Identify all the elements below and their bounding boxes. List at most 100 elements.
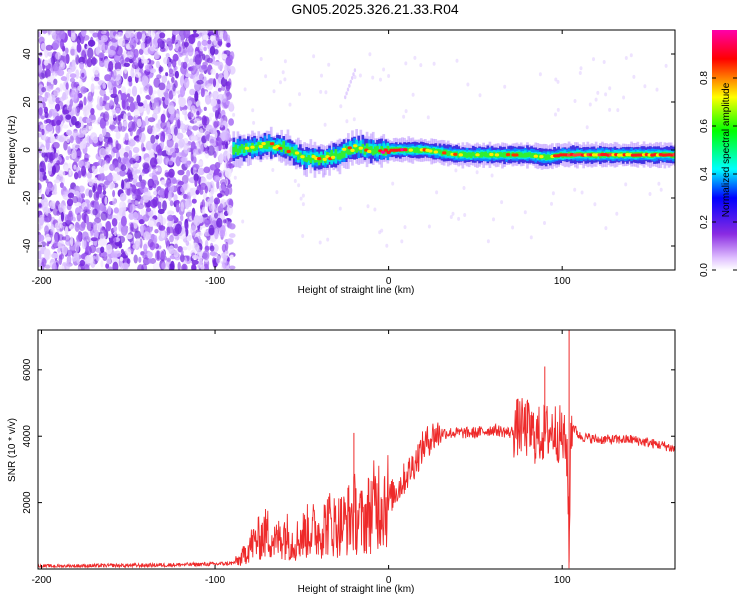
heatmap-noise-cell [215,35,220,42]
heatmap-noise-cell [51,165,57,175]
heatmap-noise-cell [41,193,45,200]
heatmap-band-cell [524,152,527,158]
heatmap-noise-cell [226,42,231,48]
heatmap-noise-cell [209,138,215,144]
heatmap-band-cell [499,151,502,157]
heatmap-noise-cell [38,240,42,249]
heatmap-noise-cell [120,215,127,227]
x-tick-label: 0 [386,276,392,287]
heatmap-band-cell [240,144,244,150]
heatmap-noise-cell [194,90,199,102]
heatmap-noise-cell [225,141,229,149]
heatmap-noise-cell [228,265,236,270]
y-tick-label: -20 [22,190,33,205]
heatmap-noise-cell [119,170,126,177]
heatmap-band-cell [255,144,258,151]
heatmap-noise-cell [172,83,176,92]
heatmap-noise-cell [180,186,184,193]
heatmap-noise-cell [109,182,114,190]
heatmap-noise-cell [57,240,65,249]
heatmap-sparse-cell [659,187,663,192]
heatmap-sparse-cell [556,79,560,84]
heatmap-noise-cell [131,193,137,200]
heatmap-noise-cell [166,121,171,128]
heatmap-noise-cell [168,168,175,178]
heatmap-noise-cell [184,56,190,64]
heatmap-noise-cell [38,107,43,116]
heatmap-noise-cell [89,244,97,254]
heatmap-noise-cell [180,75,184,87]
heatmap-noise-cell [120,225,128,236]
heatmap-sparse-cell [232,112,236,117]
heatmap-noise-cell [183,143,187,151]
heatmap-noise-cell [125,30,131,39]
heatmap-noise-cell [45,44,53,51]
heatmap-noise-cell [191,125,199,131]
x-tick-label: 100 [554,575,571,586]
heatmap-noise-cell [81,50,87,60]
heatmap-noise-cell [137,264,144,270]
heatmap-band-cell [384,148,388,156]
heatmap-noise-cell [188,125,193,130]
heatmap-sparse-cell [373,207,377,212]
heatmap-noise-cell [228,78,232,89]
heatmap-band-cell [334,149,338,157]
heatmap-noise-cell [195,100,202,108]
heatmap-sparse-cell [288,102,292,107]
heatmap-sparse-cell [419,63,423,68]
x-tick-label: -200 [31,575,51,586]
colorbar-gradient [712,30,737,270]
heatmap-sparse-cell [413,55,417,60]
heatmap-noise-cell [57,247,61,253]
heatmap-noise-cell [192,30,197,34]
heatmap-outlier-cell [349,79,352,84]
heatmap-sparse-cell [486,239,490,244]
heatmap-noise-cell [203,263,209,270]
heatmap-noise-cell [201,39,208,47]
heatmap-noise-cell [140,251,145,256]
heatmap-band-cell [365,143,369,151]
heatmap-noise-cell [190,65,197,75]
heatmap-sparse-cell [551,191,555,196]
heatmap-sparse-cell [403,225,407,230]
heatmap-noise-cell [98,183,105,188]
heatmap-noise-cell [65,47,69,54]
heatmap-sparse-cell [338,206,342,211]
heatmap-noise-cell [44,48,49,58]
heatmap-noise-cell [138,256,142,263]
heatmap-noise-cell [182,61,188,70]
heatmap-noise-cell [113,207,119,214]
heatmap-noise-cell [168,61,172,71]
heatmap-noise-cell [171,178,178,184]
heatmap-noise-cell [128,212,135,220]
heatmap-noise-cell [219,153,224,164]
heatmap-noise-cell [178,97,186,108]
heatmap-core-cell [458,153,463,157]
heatmap-noise-cell [197,167,205,176]
snr-series-line [38,398,675,569]
heatmap-noise-cell [119,56,124,65]
heatmap-band-cell [303,154,306,162]
heatmap-band-cell [336,153,340,160]
heatmap-noise-cell [51,55,55,65]
heatmap-noise-cell [74,172,79,180]
heatmap-noise-cell [108,124,116,130]
heatmap-sparse-cell [657,181,661,186]
heatmap-noise-cell [116,211,123,221]
heatmap-noise-cell [191,33,200,38]
heatmap-noise-cell [140,225,144,236]
heatmap-band-cell [257,142,261,147]
heatmap-sparse-cell [283,77,287,82]
heatmap-noise-cell [174,147,180,154]
heatmap-noise-cell [190,135,198,141]
heatmap-noise-cell [93,177,98,184]
heatmap-noise-cell [160,121,167,130]
heatmap-noise-cell [193,156,197,164]
heatmap-noise-cell [91,119,99,124]
heatmap-noise-cell [219,118,225,128]
heatmap-noise-cell [127,75,133,83]
heatmap-noise-cell [167,214,175,222]
heatmap-noise-cell [226,161,232,170]
heatmap-noise-cell [127,115,133,121]
